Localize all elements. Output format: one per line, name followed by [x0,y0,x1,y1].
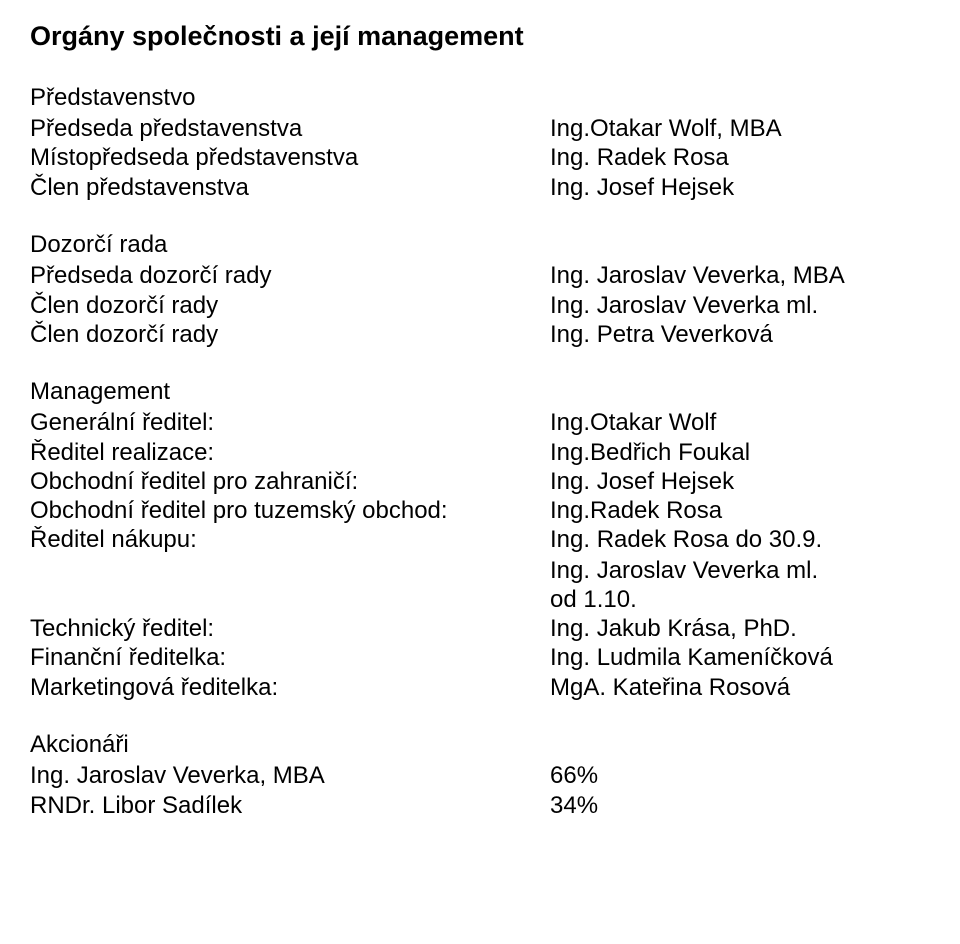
name-value: Ing.Bedřich Foukal [550,438,920,467]
name-value: Ing. Josef Hejsek [550,467,920,496]
role-label: Obchodní ředitel pro tuzemský obchod: [30,496,550,525]
table-row: Člen představenstva Ing. Josef Hejsek [30,173,920,202]
spacer [30,349,920,377]
role-label: Ředitel realizace: [30,438,550,467]
table-row: RNDr. Libor Sadílek 34% [30,791,920,820]
name-value: Ing. Radek Rosa [550,143,920,172]
page-title: Orgány společnosti a její management [30,20,920,53]
role-label: Předseda představenstva [30,114,550,143]
name-value: Ing. Petra Veverková [550,320,920,349]
role-label: Místopředseda představenstva [30,143,550,172]
name-value: Ing. Radek Rosa do 30.9. [550,525,920,554]
section-heading-management: Management [30,377,920,406]
name-value: Ing. Jaroslav Veverka ml. [550,291,920,320]
role-label: Ředitel nákupu: [30,525,550,554]
role-label: Člen dozorčí rady [30,320,550,349]
name-value: Ing.Otakar Wolf [550,408,920,437]
section-heading-predstavenstvo: Představenstvo [30,83,920,112]
table-row: Předseda dozorčí rady Ing. Jaroslav Veve… [30,261,920,290]
spacer [30,202,920,230]
role-label: Obchodní ředitel pro zahraničí: [30,467,550,496]
name-value: MgA. Kateřina Rosová [550,673,920,702]
table-row: Finanční ředitelka: Ing. Ludmila Kameníč… [30,643,920,672]
role-label: Generální ředitel: [30,408,550,437]
role-label: Finanční ředitelka: [30,643,550,672]
table-row: Ředitel nákupu: Ing. Radek Rosa do 30.9. [30,525,920,554]
role-label: Člen představenstva [30,173,550,202]
table-row: Člen dozorčí rady Ing. Jaroslav Veverka … [30,291,920,320]
role-label: Člen dozorčí rady [30,291,550,320]
name-value: 34% [550,791,920,820]
name-value: Ing. Jaroslav Veverka ml. [550,556,920,585]
table-row: Předseda představenstva Ing.Otakar Wolf,… [30,114,920,143]
table-row: Marketingová ředitelka: MgA. Kateřina Ro… [30,673,920,702]
table-row: Obchodní ředitel pro tuzemský obchod: In… [30,496,920,525]
role-label: Technický ředitel: [30,614,550,643]
name-value: Ing. Ludmila Kameníčková [550,643,920,672]
table-row: Ředitel realizace: Ing.Bedřich Foukal [30,438,920,467]
table-row: Technický ředitel: Ing. Jakub Krása, PhD… [30,614,920,643]
table-row: Člen dozorčí rady Ing. Petra Veverková [30,320,920,349]
name-value: Ing. Jaroslav Veverka, MBA [550,261,920,290]
table-row: Ing. Jaroslav Veverka ml. [30,556,920,585]
table-row: od 1.10. [30,585,920,614]
document-page: Orgány společnosti a její management Pře… [0,0,960,944]
table-row: Obchodní ředitel pro zahraničí: Ing. Jos… [30,467,920,496]
table-row: Místopředseda představenstva Ing. Radek … [30,143,920,172]
table-row: Generální ředitel: Ing.Otakar Wolf [30,408,920,437]
name-value: 66% [550,761,920,790]
name-value: Ing. Josef Hejsek [550,173,920,202]
name-value: Ing.Otakar Wolf, MBA [550,114,920,143]
section-heading-akcionari: Akcionáři [30,730,920,759]
role-label: Ing. Jaroslav Veverka, MBA [30,761,550,790]
name-value: Ing.Radek Rosa [550,496,920,525]
role-label: Marketingová ředitelka: [30,673,550,702]
role-label: RNDr. Libor Sadílek [30,791,550,820]
table-row: Ing. Jaroslav Veverka, MBA 66% [30,761,920,790]
name-value: Ing. Jakub Krása, PhD. [550,614,920,643]
spacer [30,702,920,730]
section-heading-dozorci: Dozorčí rada [30,230,920,259]
role-label: Předseda dozorčí rady [30,261,550,290]
name-value: od 1.10. [550,585,920,614]
